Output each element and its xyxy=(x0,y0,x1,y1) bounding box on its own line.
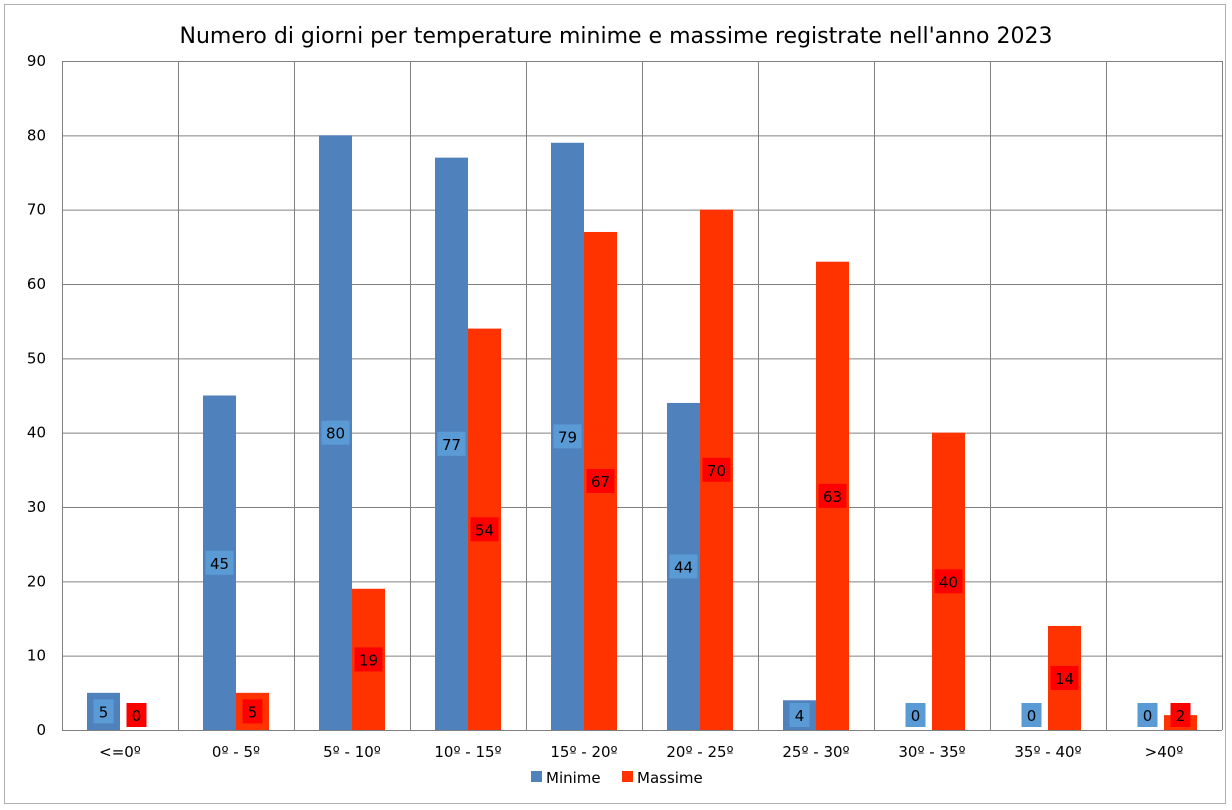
data-label: 44 xyxy=(674,558,693,576)
data-label-bg xyxy=(1170,703,1191,727)
data-label-bg xyxy=(702,457,731,482)
x-tick-label: 30º - 35º xyxy=(898,743,965,761)
grid xyxy=(62,61,1223,731)
data-label: 0 xyxy=(911,707,921,725)
x-tick-label: 15º - 20º xyxy=(550,743,617,761)
x-tick-label: 0º - 5º xyxy=(212,743,260,761)
data-label-bg xyxy=(93,699,114,724)
y-tick-label: 0 xyxy=(36,721,46,739)
y-tick-label: 50 xyxy=(27,349,46,367)
x-tick-label: 20º - 25º xyxy=(666,743,733,761)
chart-title: Numero di giorni per temperature minime … xyxy=(179,24,1052,49)
data-label-bg xyxy=(1021,703,1042,727)
data-label-bg xyxy=(242,699,263,724)
legend-label: Massime xyxy=(637,769,703,787)
legend-swatch xyxy=(531,771,542,782)
data-label-bg xyxy=(1050,665,1079,690)
data-label: 4 xyxy=(795,707,805,725)
data-label: 0 xyxy=(1027,707,1037,725)
y-tick-label: 30 xyxy=(27,498,46,516)
data-label-bg xyxy=(934,569,963,594)
data-label-bg xyxy=(818,483,847,508)
x-tick-label: >40º xyxy=(1145,743,1184,761)
data-label-bg xyxy=(354,647,383,672)
y-tick-label: 10 xyxy=(27,647,46,665)
data-label: 2 xyxy=(1176,707,1186,725)
x-tick-label: <=0º xyxy=(99,743,141,761)
data-label: 0 xyxy=(132,707,142,725)
data-label-bg xyxy=(126,703,147,727)
y-tick-label: 80 xyxy=(27,126,46,144)
data-label: 0 xyxy=(1143,707,1153,725)
data-label: 70 xyxy=(707,462,726,480)
x-tick-label: 10º - 15º xyxy=(434,743,501,761)
data-label-bg xyxy=(321,420,350,445)
data-label-bg xyxy=(437,431,466,456)
data-label: 63 xyxy=(823,488,842,506)
data-label-bg xyxy=(553,424,582,449)
y-tick-label: 40 xyxy=(27,424,46,442)
y-tick-label: 70 xyxy=(27,201,46,219)
data-label: 5 xyxy=(248,703,258,721)
legend-swatch xyxy=(622,771,633,782)
y-tick-label: 90 xyxy=(27,52,46,70)
data-label: 79 xyxy=(558,428,577,446)
x-tick-label: 5º - 10º xyxy=(323,743,381,761)
data-label-bg xyxy=(669,554,698,579)
data-label: 14 xyxy=(1055,670,1074,688)
data-label-bg xyxy=(905,703,926,727)
data-label-bg xyxy=(1137,703,1158,727)
legend: Minime Massime xyxy=(531,769,703,787)
data-label: 54 xyxy=(475,521,494,539)
data-label: 19 xyxy=(359,651,378,669)
data-label-bg xyxy=(586,468,615,493)
x-axis-ticks: <=0º 0º - 5º 5º - 10º 10º - 15º 15º - 20º 20º… xyxy=(99,743,1183,761)
data-label: 40 xyxy=(939,573,958,591)
x-tick-label: 35º - 40º xyxy=(1014,743,1081,761)
x-tick-label: 25º - 30º xyxy=(782,743,849,761)
y-tick-label: 60 xyxy=(27,275,46,293)
y-axis-ticks: 0 10 20 30 40 50 60 70 80 90 xyxy=(27,52,46,739)
data-label: 45 xyxy=(210,555,229,573)
data-label-bg xyxy=(205,550,234,575)
data-label: 67 xyxy=(591,473,610,491)
data-label-bg xyxy=(470,517,499,542)
data-label: 5 xyxy=(99,703,109,721)
y-tick-label: 20 xyxy=(27,572,46,590)
legend-label: Minime xyxy=(546,769,601,787)
data-label: 80 xyxy=(326,425,345,443)
data-label-bg xyxy=(789,703,810,727)
data-label: 77 xyxy=(442,436,461,454)
